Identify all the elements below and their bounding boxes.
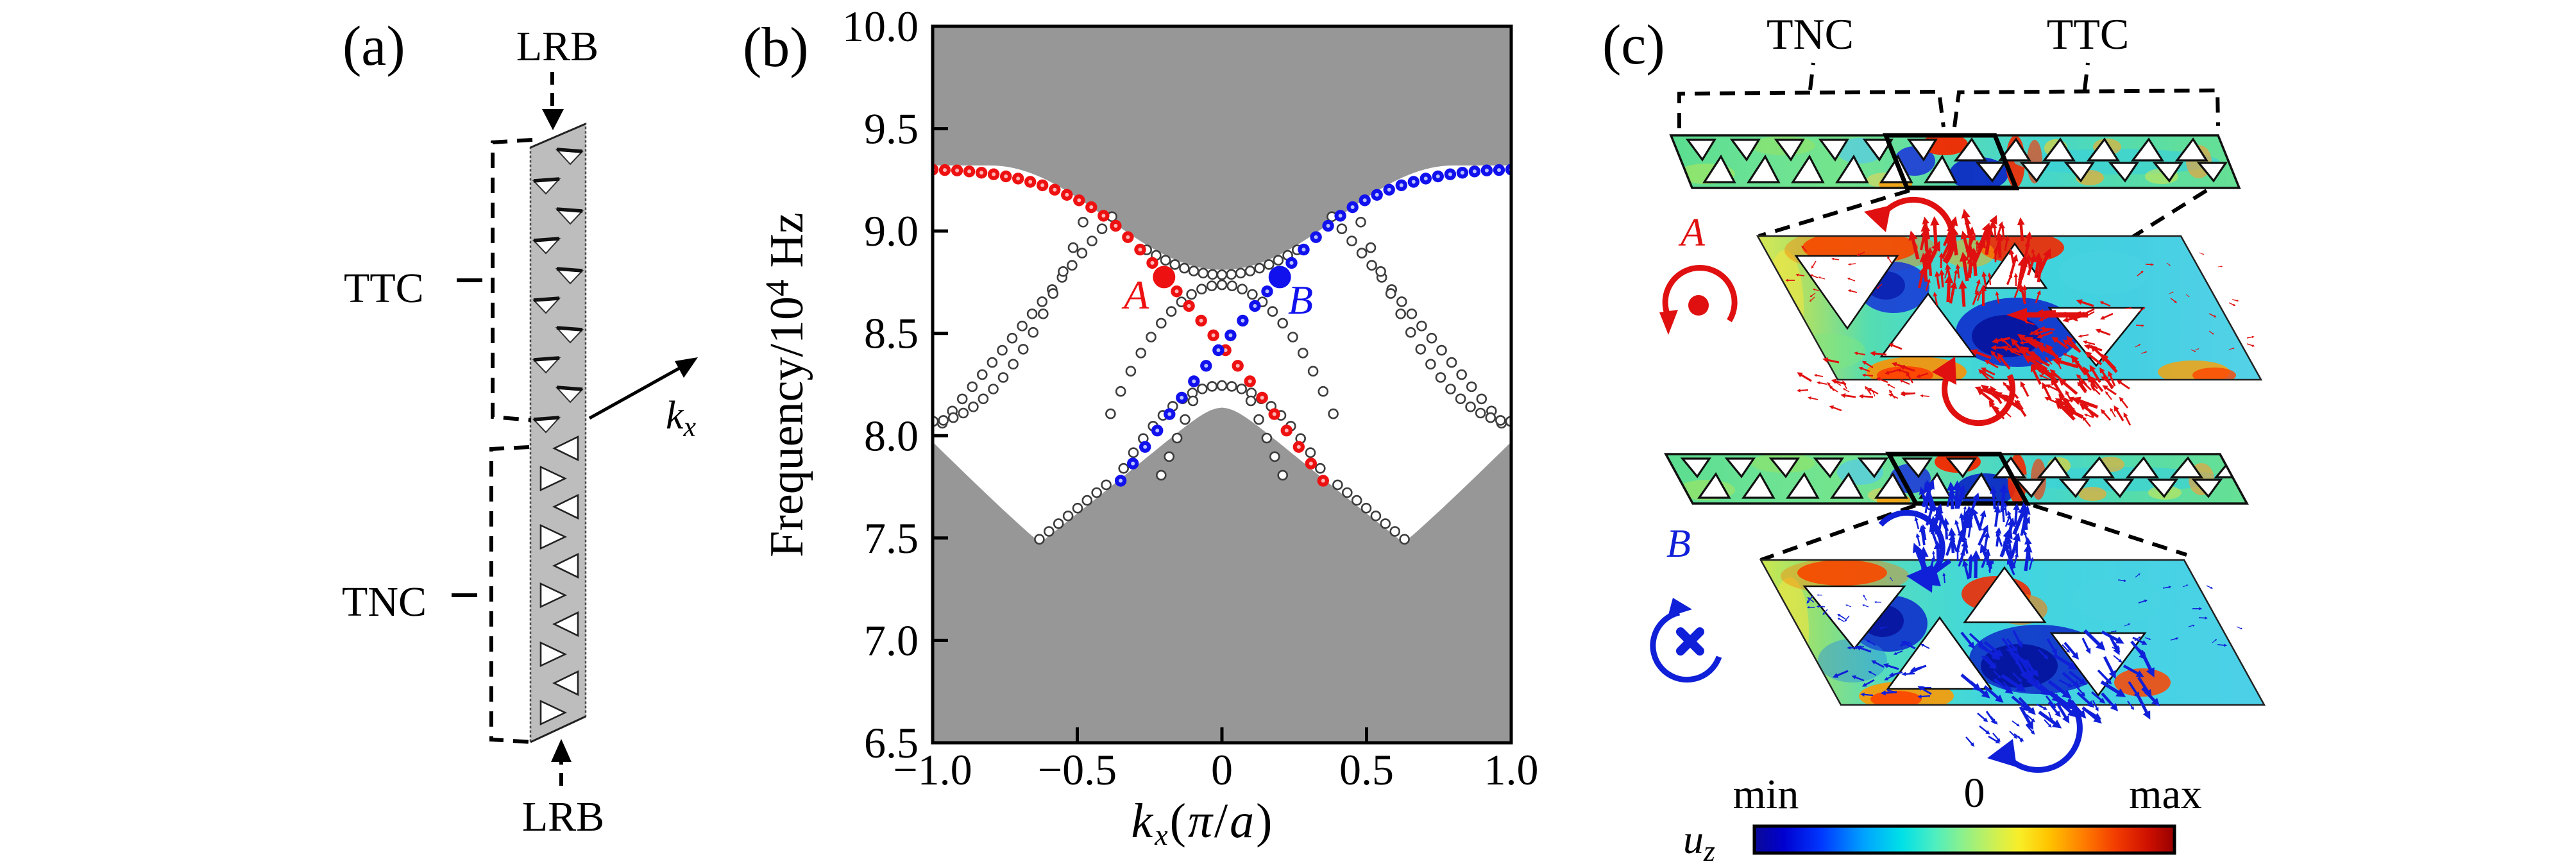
svg-text:TTC: TTC xyxy=(2047,10,2129,58)
svg-text:B: B xyxy=(1288,277,1313,323)
svg-text:0: 0 xyxy=(1211,745,1233,794)
svg-text:max: max xyxy=(2129,771,2202,818)
svg-text:8.0: 8.0 xyxy=(864,411,919,460)
svg-text:7.5: 7.5 xyxy=(864,514,919,563)
svg-text:1.0: 1.0 xyxy=(1484,745,1539,794)
svg-text:7.0: 7.0 xyxy=(864,616,919,665)
svg-text:LRB: LRB xyxy=(522,793,604,840)
svg-text:(c): (c) xyxy=(1602,14,1665,76)
svg-text:TTC: TTC xyxy=(344,265,424,312)
svg-text:A: A xyxy=(1121,272,1149,318)
svg-text:0: 0 xyxy=(1964,770,1985,817)
svg-text:10.0: 10.0 xyxy=(842,2,919,51)
svg-text:8.5: 8.5 xyxy=(864,309,919,358)
svg-text:kx: kx xyxy=(666,394,697,443)
svg-text:Frequency/104 Hz: Frequency/104 Hz xyxy=(759,212,813,557)
svg-text:−1.0: −1.0 xyxy=(893,745,972,794)
svg-text:TNC: TNC xyxy=(1767,10,1854,58)
svg-text:−0.5: −0.5 xyxy=(1038,745,1117,794)
svg-text:uz: uz xyxy=(1683,817,1715,864)
svg-text:9.5: 9.5 xyxy=(864,105,919,153)
svg-text:6.5: 6.5 xyxy=(864,718,919,767)
svg-text:TNC: TNC xyxy=(342,579,427,625)
svg-text:LRB: LRB xyxy=(516,23,598,70)
svg-text:min: min xyxy=(1733,771,1799,818)
svg-text:9.0: 9.0 xyxy=(864,207,919,255)
svg-text:(b): (b) xyxy=(743,17,809,79)
svg-text:B: B xyxy=(1666,522,1691,566)
svg-text:(a): (a) xyxy=(343,15,405,78)
svg-text:0.5: 0.5 xyxy=(1339,745,1394,794)
svg-text:kx(π/a): kx(π/a) xyxy=(1131,794,1275,851)
svg-text:A: A xyxy=(1678,211,1706,255)
